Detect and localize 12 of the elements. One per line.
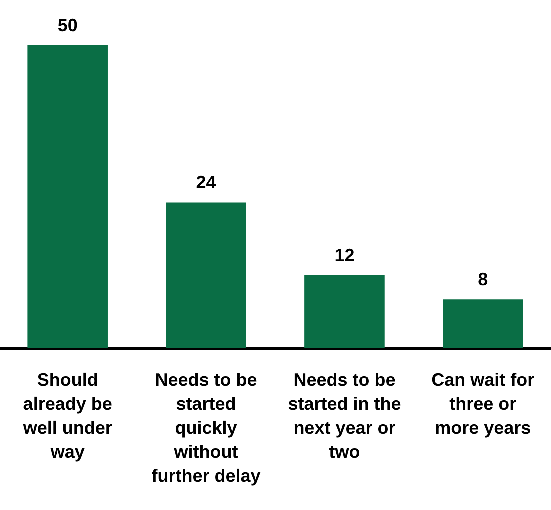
data-label: 50 (58, 15, 78, 36)
data-label: 24 (196, 172, 216, 193)
x-tick-label: Can wait for three or more years (432, 370, 535, 438)
bar (443, 300, 524, 348)
x-tick-label: Needs to be started quickly without further delay (152, 370, 261, 486)
bar (28, 45, 108, 348)
data-label: 8 (478, 270, 488, 290)
x-tick-label: Should already be well under way (22, 370, 112, 462)
x-tick-label: Needs to be started in the next year or two (288, 370, 402, 462)
data-label: 12 (334, 245, 355, 266)
bar (166, 202, 246, 348)
bar (304, 275, 385, 348)
